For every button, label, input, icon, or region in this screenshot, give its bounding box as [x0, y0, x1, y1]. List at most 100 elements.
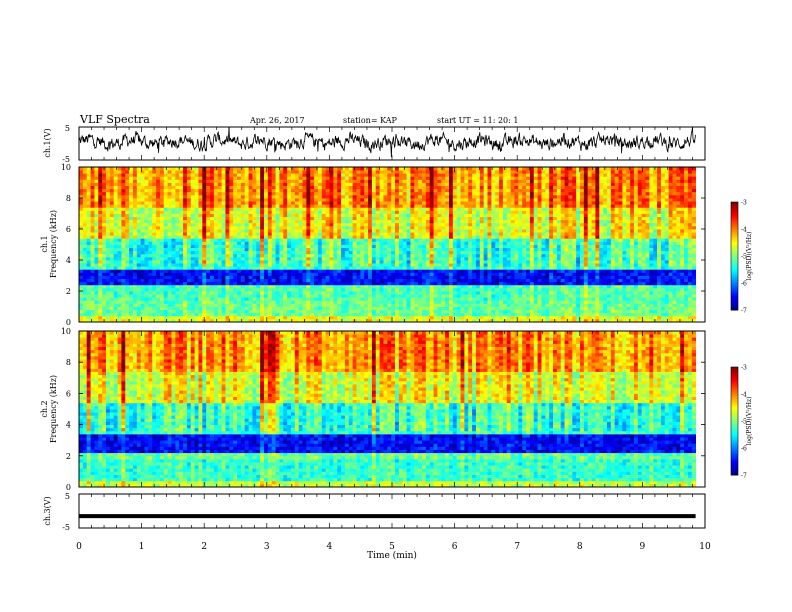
spectrogram-cell — [321, 272, 327, 276]
spectrogram-cell — [583, 300, 589, 304]
spectrogram-cell — [649, 263, 654, 267]
spectrogram-cell — [495, 229, 500, 233]
spectrogram-cell — [279, 297, 284, 301]
spectrogram-cell — [506, 263, 512, 267]
spectrogram-cell — [79, 247, 84, 252]
spectrogram-cell — [568, 287, 573, 292]
spectrogram-cell — [344, 229, 350, 233]
spectrogram-cell — [302, 306, 307, 310]
spectrogram-cell — [425, 315, 431, 320]
spectrogram-cell — [684, 238, 689, 242]
spectrogram-cell — [572, 241, 577, 245]
spectrogram-cell — [529, 253, 535, 258]
spectrogram-cell — [676, 284, 681, 289]
spectrogram-cell — [290, 284, 296, 289]
spectrogram-cell — [298, 275, 303, 279]
spectrogram-cell — [113, 272, 118, 276]
spectrogram-cell — [109, 269, 115, 273]
spectrogram-cell — [256, 312, 261, 317]
spectrogram-cell — [279, 309, 284, 314]
spectrogram-cell — [630, 312, 635, 317]
spectrogram-cell — [522, 291, 527, 295]
spectrogram-cell — [156, 260, 161, 264]
spectrogram-cell — [329, 272, 334, 276]
spectrogram-cell — [348, 272, 354, 276]
spectrogram-cell — [159, 256, 165, 261]
spectrogram-cell — [371, 312, 377, 317]
spectrogram-cell — [587, 250, 592, 255]
spectrogram-cell — [391, 291, 396, 295]
spectrogram-cell — [356, 300, 361, 304]
spectrogram-cell — [86, 291, 91, 295]
spectrogram-cell — [325, 287, 330, 292]
spectrogram-cell — [402, 297, 407, 301]
spectrogram-cell — [237, 312, 242, 317]
spectrogram-cell — [510, 263, 515, 267]
spectrogram-cell — [167, 244, 172, 248]
spectrogram-cell — [580, 250, 585, 255]
spectrogram-cell — [676, 263, 681, 267]
spectrogram-cell — [653, 312, 658, 317]
spectrogram-cell — [475, 312, 481, 317]
spectrogram-cell — [630, 256, 635, 261]
spectrogram-cell — [487, 272, 492, 276]
spectrogram-cell — [298, 229, 303, 233]
spectrogram-cell — [167, 291, 172, 295]
spectrogram-cell — [167, 312, 172, 317]
spectrogram-cell — [267, 253, 273, 258]
spectrogram-cell — [487, 263, 492, 267]
spectrogram-cell — [502, 238, 508, 242]
spectrogram-cell — [556, 291, 562, 295]
spectrogram-cell — [660, 253, 666, 258]
spectrogram-cell — [618, 309, 623, 314]
spectrogram-cell — [657, 272, 662, 276]
spectrogram-cell — [618, 303, 623, 307]
spectrogram-cell — [533, 256, 538, 261]
spectrogram-cell — [537, 287, 542, 292]
spectrogram-cell — [687, 266, 693, 270]
spectrogram-cell — [448, 318, 454, 323]
spectrogram-cell — [186, 253, 192, 258]
spectrogram-cell — [175, 250, 180, 255]
spectrogram-cell — [225, 266, 230, 270]
spectrogram-cell — [437, 318, 442, 323]
spectrogram-cell — [657, 287, 662, 292]
spectrogram-cell — [637, 241, 643, 245]
spectrogram-cell — [206, 225, 211, 230]
spectrogram-cell — [564, 269, 569, 273]
spectrogram-cell — [171, 266, 176, 270]
spectrogram-cell — [79, 309, 84, 314]
spectrogram-cell — [260, 256, 265, 261]
spectrogram-cell — [86, 275, 91, 279]
spectrogram-cell — [306, 256, 311, 261]
spectrogram-cell — [375, 256, 380, 261]
spectrogram-cell — [491, 318, 496, 323]
spectrogram-cell — [445, 287, 450, 292]
spectrogram-cell — [256, 287, 261, 292]
spectrogram-cell — [633, 260, 639, 264]
spectrogram-cell — [418, 272, 423, 276]
spectrogram-cell — [541, 244, 546, 248]
spectrogram-cell — [653, 318, 658, 323]
spectrogram-cell — [325, 256, 330, 261]
spectrogram-cell — [606, 300, 612, 304]
spectrogram-cell — [580, 312, 585, 317]
spectrogram-cell — [329, 315, 334, 320]
spectrogram-cell — [198, 275, 203, 279]
spectrogram-cell — [159, 244, 165, 248]
spectrogram-cell — [495, 281, 500, 286]
spectrogram-cell — [210, 238, 215, 242]
spectrogram-cell — [506, 238, 512, 242]
spectrogram-cell — [633, 266, 639, 270]
spectrogram-cell — [406, 297, 411, 301]
spectrogram-cell — [391, 312, 396, 317]
spectrogram-cell — [271, 315, 276, 320]
spectrogram-cell — [553, 306, 558, 310]
spectrogram-cell — [680, 250, 685, 255]
spectrogram-cell — [406, 294, 411, 298]
spectrogram-cell — [163, 315, 169, 320]
spectrogram-cell — [183, 266, 188, 270]
spectrogram-cell — [194, 229, 199, 233]
spectrogram-cell — [225, 232, 230, 236]
spectrogram-cell — [94, 287, 99, 292]
